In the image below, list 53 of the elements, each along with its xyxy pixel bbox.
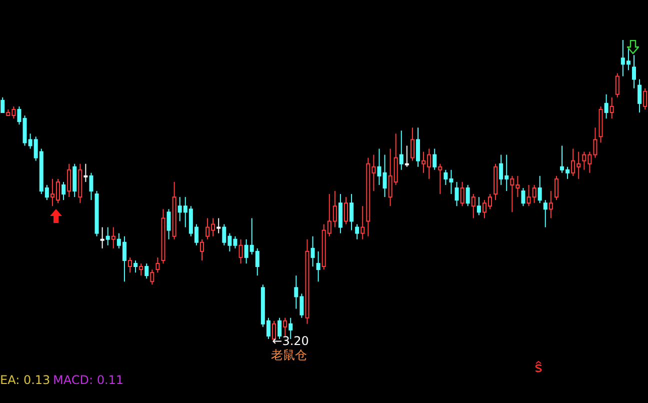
candlestick [360,206,365,240]
candlestick [128,256,132,274]
candlestick [432,148,437,170]
candlestick [216,218,221,234]
candlestick [156,256,160,274]
candlestick [416,127,420,168]
candlestick [283,317,288,336]
candlestick [538,175,542,204]
candlestick [150,269,154,286]
candlestick [0,96,5,113]
text: MACD: 0.11 [53,373,124,387]
candlestick [89,172,94,201]
candlestick [610,96,614,120]
candlestick [554,175,558,201]
candlestick [111,226,116,249]
candlestick [355,224,360,240]
candlestick [106,226,110,246]
candlestick [17,106,22,126]
candlestick [139,262,144,276]
candlestick [471,194,476,219]
candlestick [166,208,171,240]
text: 老鼠仓 [271,347,308,364]
candlestick [100,226,104,249]
candlestick [310,236,315,267]
candlestick [382,154,387,198]
text: EA: 0.13 [0,373,50,387]
candlestick [632,54,636,89]
candlestick [344,196,348,225]
candlestick [615,72,620,98]
candlestick [62,181,66,201]
candlestick [134,260,138,274]
candlestick [460,181,464,207]
candlestick [476,196,481,216]
annotation: ←3.20 [272,334,309,348]
candlestick [638,78,642,113]
candlestick [543,200,548,228]
candlestick [604,94,608,120]
candlestick [350,194,354,231]
candlestick [144,262,149,280]
candlestick [521,187,526,207]
candlestick [438,163,442,195]
candlestick [404,145,409,168]
candlestick [316,250,320,282]
candlestick [377,148,382,186]
candlestick [399,130,404,170]
candlestick [454,181,459,207]
candlestick [466,184,470,207]
candlestick [200,238,204,261]
candlestick [548,190,553,219]
candlestick [67,163,72,198]
candlestick [84,163,88,182]
candlestick [410,127,414,162]
candlestick [238,238,243,264]
